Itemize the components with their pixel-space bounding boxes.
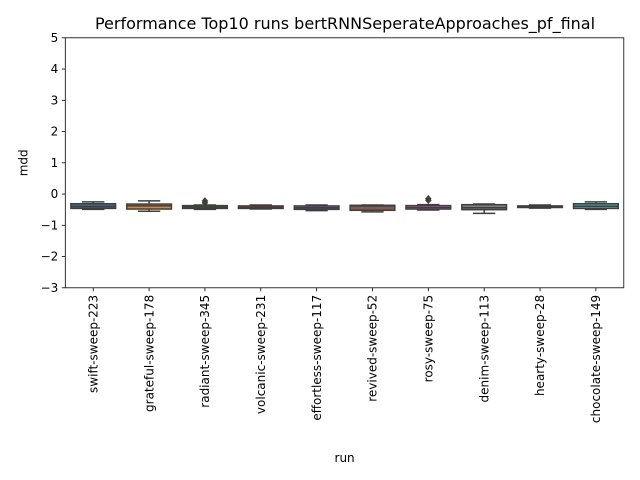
y-tick-label: −3 [41,281,59,295]
y-tick-label: 0 [51,187,59,201]
y-axis-label: mdd [17,149,31,176]
axes-frame [64,37,625,289]
box-group [349,204,396,213]
outlier-point [201,198,209,207]
box-group [125,200,173,212]
x-tick-label: hearty-sweep-28 [533,295,547,396]
y-tick-label: 4 [51,62,59,76]
box-group [237,204,284,210]
box-group [461,203,508,215]
box-group [405,194,452,211]
x-tick-label: effortless-sweep-117 [310,295,324,421]
x-tick-label: chocolate-sweep-149 [589,295,603,423]
box-group [70,201,117,211]
x-tick-label: radiant-sweep-345 [198,295,212,408]
x-tick-label: grateful-sweep-178 [142,295,156,412]
x-tick-label: revived-sweep-52 [366,295,380,402]
box-group [516,204,564,209]
x-axis-ticks: swift-sweep-223 grateful-sweep-178 radiant… [86,287,603,423]
box-group [293,204,340,212]
y-tick-label: 3 [51,93,59,107]
box-group [181,197,229,211]
x-axis-label: run [335,451,355,465]
chart-title: Performance Top10 runs bertRNNSeperateAp… [95,14,595,34]
outlier-point [424,196,432,205]
x-tick-label: rosy-sweep-75 [422,295,436,383]
x-tick-label: swift-sweep-223 [86,295,100,393]
y-axis-ticks: −3 −2 −1 0 1 2 3 4 5 [41,31,66,295]
x-tick-label: volcanic-sweep-231 [254,295,268,414]
y-tick-label: 5 [51,31,59,45]
y-tick-label: −1 [41,218,59,232]
boxes-layer [70,194,619,215]
y-tick-label: −2 [41,250,59,264]
y-tick-label: 1 [51,156,59,170]
y-tick-label: 2 [51,125,59,139]
box-group [572,201,619,211]
x-tick-label: denim-sweep-113 [477,295,491,403]
